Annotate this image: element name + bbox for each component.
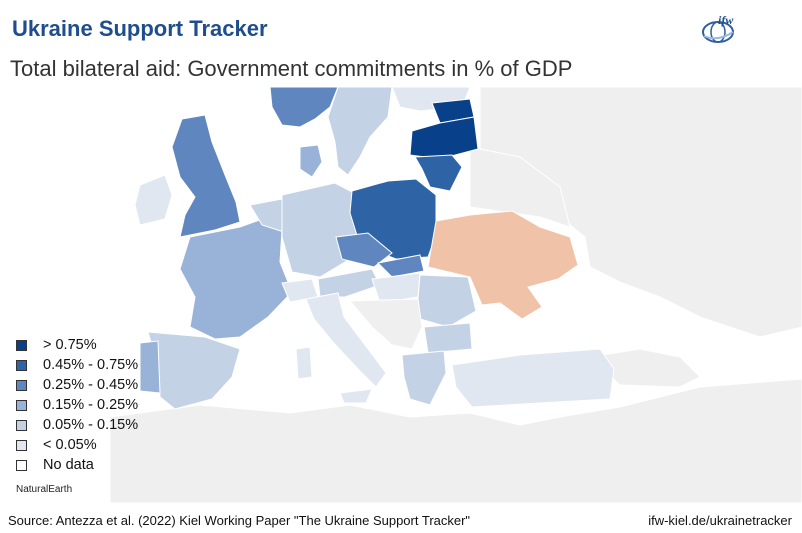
country-united-kingdom bbox=[171, 114, 241, 238]
europe-map bbox=[0, 87, 802, 503]
country-sweden bbox=[327, 87, 393, 176]
legend-item: No data bbox=[16, 455, 138, 475]
legend-swatch bbox=[16, 419, 27, 431]
legend-label: 0.45% - 0.75% bbox=[43, 357, 139, 373]
legend-swatch bbox=[16, 359, 27, 371]
legend-swatch bbox=[16, 339, 27, 351]
legend-swatch bbox=[16, 379, 27, 391]
legend-item: 0.05% - 0.15% bbox=[16, 415, 138, 435]
legend-item: 0.15% - 0.25% bbox=[16, 395, 138, 415]
caucasus-land bbox=[588, 348, 701, 388]
country-czechia bbox=[335, 232, 393, 268]
country-austria bbox=[317, 268, 381, 298]
country-western-balkans bbox=[348, 298, 423, 350]
north-africa-land bbox=[109, 378, 802, 503]
legend-item: < 0.05% bbox=[16, 435, 138, 455]
legend-swatch bbox=[16, 399, 27, 411]
tracker-url[interactable]: ifw-kiel.de/ukrainetracker bbox=[648, 513, 792, 528]
legend-label: < 0.05% bbox=[43, 437, 97, 453]
footer bbox=[0, 503, 802, 533]
svg-text:ifw: ifw bbox=[718, 13, 734, 27]
country-latvia bbox=[409, 116, 479, 160]
legend-label: 0.05% - 0.15% bbox=[43, 417, 139, 433]
legend-label: 0.15% - 0.25% bbox=[43, 397, 139, 413]
country-slovakia bbox=[376, 254, 425, 278]
country-ukraine bbox=[427, 210, 579, 320]
source-note: Source: Antezza et al. (2022) Kiel Worki… bbox=[8, 513, 471, 528]
legend-label: > 0.75% bbox=[43, 337, 97, 353]
map-title: Ukraine Support Tracker bbox=[12, 16, 268, 41]
country-sardinia bbox=[295, 346, 313, 380]
legend-item: > 0.75% bbox=[16, 335, 138, 355]
ifw-logo: ifw bbox=[702, 13, 734, 43]
belarus-land bbox=[469, 146, 571, 228]
legend-swatch bbox=[16, 459, 27, 471]
map-legend: > 0.75% 0.45% - 0.75% 0.25% - 0.45% 0.15… bbox=[16, 335, 138, 475]
country-italy bbox=[305, 292, 387, 388]
country-denmark bbox=[299, 144, 323, 178]
country-ireland bbox=[134, 174, 173, 226]
country-lithuania bbox=[414, 154, 463, 192]
map-credit: NaturalEarth bbox=[16, 484, 73, 495]
country-bulgaria bbox=[423, 322, 473, 354]
legend-label: No data bbox=[43, 457, 94, 473]
legend-label: 0.25% - 0.45% bbox=[43, 377, 139, 393]
legend-item: 0.25% - 0.45% bbox=[16, 375, 138, 395]
legend-swatch bbox=[16, 439, 27, 451]
country-sicily bbox=[339, 388, 373, 404]
legend-item: 0.45% - 0.75% bbox=[16, 355, 138, 375]
country-portugal bbox=[139, 340, 161, 394]
country-greece bbox=[401, 350, 447, 406]
country-turkey bbox=[451, 348, 615, 408]
map-subtitle: Total bilateral aid: Government commitme… bbox=[10, 56, 573, 81]
